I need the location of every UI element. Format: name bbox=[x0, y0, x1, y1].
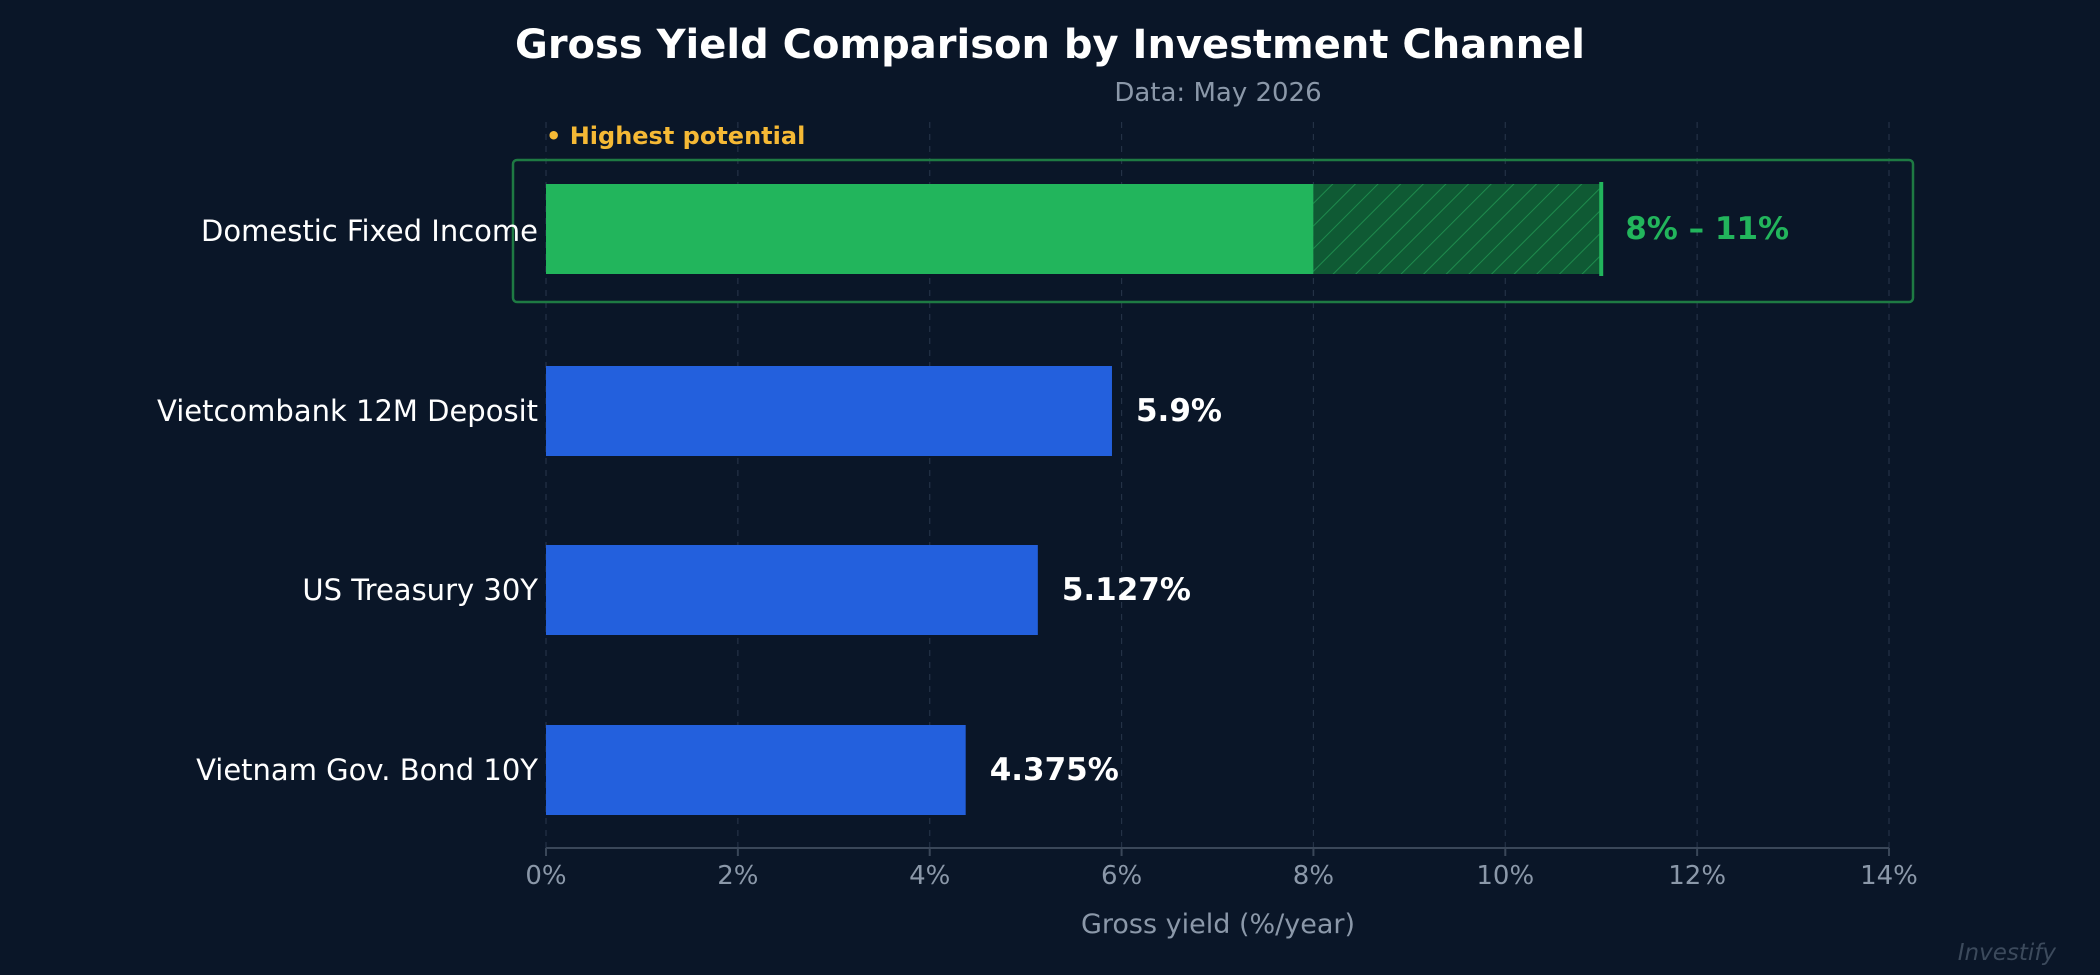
bar-3 bbox=[546, 725, 966, 815]
category-label-3: Vietnam Gov. Bond 10Y bbox=[196, 753, 538, 787]
x-tick-label-3: 6% bbox=[1101, 861, 1142, 891]
labels: Domestic Fixed Income • Highest potential… bbox=[157, 122, 1789, 788]
highlight-badge: • Highest potential bbox=[546, 122, 805, 150]
x-axis-label: Gross yield (%/year) bbox=[1081, 909, 1355, 940]
category-label-2: US Treasury 30Y bbox=[302, 573, 538, 607]
x-tick-label-7: 14% bbox=[1860, 861, 1918, 891]
value-label-3: 4.375% bbox=[990, 752, 1119, 788]
x-tick-label-2: 4% bbox=[909, 861, 950, 891]
bars bbox=[546, 182, 1604, 815]
highlight-frame bbox=[511, 158, 1915, 304]
bar-range-0 bbox=[1313, 184, 1602, 274]
category-label-1: Vietcombank 12M Deposit bbox=[157, 394, 538, 428]
value-label-0: 8% – 11% bbox=[1625, 211, 1789, 247]
chart-title: Gross Yield Comparison by Investment Cha… bbox=[515, 22, 1585, 68]
x-tick-label-5: 10% bbox=[1476, 861, 1534, 891]
chart-subtitle: Data: May 2026 bbox=[1114, 78, 1321, 108]
x-tick-label-4: 8% bbox=[1293, 861, 1334, 891]
highlight-group bbox=[511, 158, 1915, 304]
x-axis: 0% 2% 4% 6% 8% 10% 12% 14% bbox=[525, 847, 1918, 891]
bar-0 bbox=[546, 184, 1314, 274]
x-tick-label-6: 12% bbox=[1668, 861, 1726, 891]
value-label-1: 5.9% bbox=[1136, 393, 1222, 429]
category-label-0: Domestic Fixed Income bbox=[201, 214, 538, 248]
x-tick-label-1: 2% bbox=[717, 861, 758, 891]
bar-2 bbox=[546, 545, 1038, 635]
watermark: Investify bbox=[1958, 940, 2057, 966]
x-tick-label-0: 0% bbox=[525, 861, 566, 891]
value-label-2: 5.127% bbox=[1062, 572, 1191, 608]
bar-1 bbox=[546, 366, 1112, 456]
range-end-marker bbox=[1599, 182, 1604, 276]
